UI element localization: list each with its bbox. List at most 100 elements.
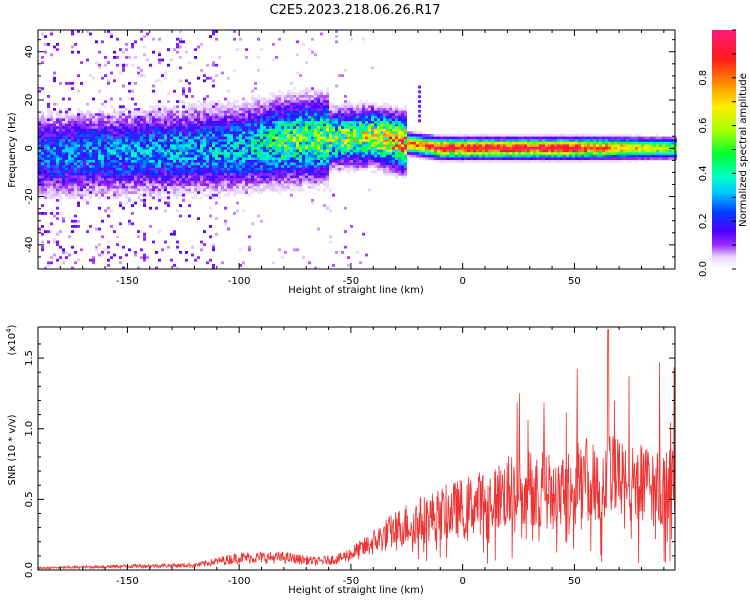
heatmap-cell <box>329 118 332 122</box>
heatmap-cell <box>224 206 227 210</box>
heatmap-cell <box>116 118 119 122</box>
heatmap-cell <box>146 134 149 137</box>
heatmap-cell <box>353 147 356 150</box>
heatmap-cell <box>56 139 59 142</box>
heatmap-cell <box>365 123 368 127</box>
heatmap-cell <box>296 128 299 132</box>
heatmap-cell <box>464 139 467 142</box>
heatmap-cell <box>509 136 512 140</box>
heatmap-cell <box>104 113 107 116</box>
heatmap-cell <box>209 147 212 150</box>
heatmap-cell <box>77 162 80 166</box>
heatmap-cell <box>128 219 131 223</box>
heatmap-cell <box>164 113 167 116</box>
heatmap-cell <box>383 167 386 171</box>
heatmap-cell <box>287 149 290 153</box>
heatmap-cell <box>50 141 53 145</box>
heatmap-cell <box>197 173 200 176</box>
heatmap-cell <box>404 118 407 122</box>
heatmap-cell <box>323 95 326 98</box>
heatmap-cell <box>212 154 215 158</box>
heatmap-cell <box>497 147 500 150</box>
heatmap-cell <box>98 121 101 124</box>
heatmap-cell <box>338 128 341 132</box>
heatmap-cell <box>230 123 233 127</box>
heatmap-cell <box>47 115 50 119</box>
heatmap-cell <box>239 264 242 267</box>
heatmap-cell <box>53 108 56 111</box>
heatmap-cell <box>296 105 299 109</box>
heatmap-cell <box>506 136 509 140</box>
heatmap-cell <box>158 131 161 135</box>
heatmap-cell <box>209 123 212 127</box>
heatmap-cell <box>425 149 428 153</box>
heatmap-cell <box>113 183 116 187</box>
heatmap-cell <box>41 232 44 236</box>
heatmap-cell <box>395 175 398 179</box>
heatmap-cell <box>203 144 206 148</box>
heatmap-cell <box>314 170 317 174</box>
heatmap-cell <box>227 110 230 114</box>
heatmap-cell <box>158 258 161 262</box>
heatmap-cell <box>257 115 260 119</box>
heatmap-cell <box>395 149 398 153</box>
heatmap-cell <box>254 131 257 135</box>
heatmap-cell <box>389 113 392 116</box>
heatmap-cell <box>140 126 143 129</box>
heatmap-cell <box>65 165 68 168</box>
heatmap-cell <box>362 152 365 155</box>
heatmap-cell <box>89 258 92 262</box>
heatmap-cell <box>407 134 410 137</box>
heatmap-cell <box>107 152 110 155</box>
heatmap-cell <box>137 131 140 135</box>
heatmap-cell <box>359 167 362 171</box>
heatmap-cell <box>509 141 512 145</box>
heatmap-cell <box>377 152 380 155</box>
heatmap-cell <box>293 136 296 140</box>
heatmap-cell <box>308 180 311 184</box>
heatmap-cell <box>131 144 134 148</box>
heatmap-cell <box>194 131 197 135</box>
heatmap-cell <box>98 173 101 176</box>
heatmap-cell <box>53 180 56 184</box>
heatmap-cell <box>377 115 380 119</box>
heatmap-cell <box>287 118 290 122</box>
heatmap-cell <box>344 108 347 111</box>
heatmap-cell <box>59 121 62 124</box>
heatmap-cell <box>266 157 269 161</box>
heatmap-cell <box>104 118 107 122</box>
heatmap-cell <box>404 147 407 150</box>
heatmap-cell <box>491 136 494 140</box>
heatmap-cell <box>494 139 497 142</box>
heatmap-cell <box>311 105 314 109</box>
heatmap-cell <box>56 258 59 262</box>
heatmap-cell <box>329 157 332 161</box>
heatmap-cell <box>77 115 80 119</box>
heatmap-cell <box>71 230 74 233</box>
heatmap-cell <box>509 144 512 148</box>
heatmap-cell <box>188 178 191 181</box>
heatmap-cell <box>149 206 152 210</box>
heatmap-cell <box>185 134 188 137</box>
heatmap-cell <box>251 134 254 137</box>
heatmap-cell <box>479 152 482 155</box>
heatmap-cell <box>278 175 281 179</box>
heatmap-cell <box>113 173 116 176</box>
heatmap-cell <box>68 235 71 239</box>
heatmap-cell <box>77 126 80 129</box>
heatmap-cell <box>323 160 326 163</box>
heatmap-cell <box>149 147 152 150</box>
heatmap-cell <box>323 170 326 174</box>
heatmap-cell <box>203 157 206 161</box>
heatmap-cell <box>200 162 203 166</box>
heatmap-cell <box>77 144 80 148</box>
heatmap-cell <box>446 144 449 148</box>
heatmap-cell <box>320 97 323 101</box>
heatmap-cell <box>440 147 443 150</box>
heatmap-cell <box>221 134 224 137</box>
heatmap-cell <box>374 102 377 106</box>
heatmap-cell <box>302 113 305 116</box>
heatmap-cell <box>47 136 50 140</box>
heatmap-cell <box>293 131 296 135</box>
heatmap-cell <box>251 152 254 155</box>
